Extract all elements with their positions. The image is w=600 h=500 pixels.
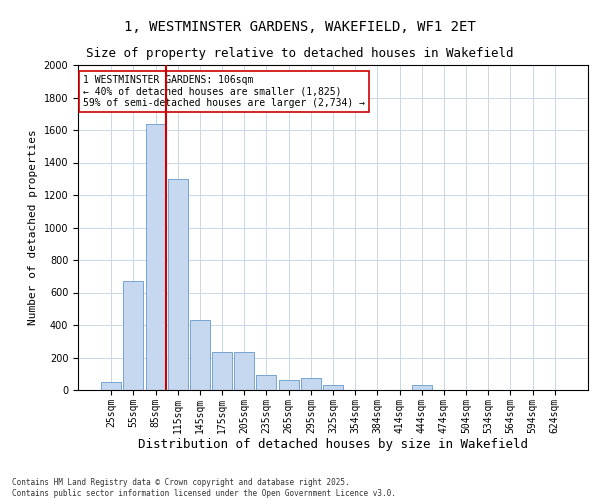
Bar xyxy=(212,352,232,390)
Bar xyxy=(234,352,254,390)
Bar xyxy=(412,385,432,390)
Y-axis label: Number of detached properties: Number of detached properties xyxy=(28,130,38,326)
Bar xyxy=(190,320,210,390)
Text: 1, WESTMINSTER GARDENS, WAKEFIELD, WF1 2ET: 1, WESTMINSTER GARDENS, WAKEFIELD, WF1 2… xyxy=(124,20,476,34)
Bar xyxy=(124,281,143,390)
Bar xyxy=(301,378,321,390)
Bar xyxy=(323,385,343,390)
Bar xyxy=(146,124,166,390)
Text: Size of property relative to detached houses in Wakefield: Size of property relative to detached ho… xyxy=(86,48,514,60)
Bar xyxy=(278,380,299,390)
Bar xyxy=(101,382,121,390)
X-axis label: Distribution of detached houses by size in Wakefield: Distribution of detached houses by size … xyxy=(138,438,528,452)
Bar xyxy=(168,179,188,390)
Bar xyxy=(256,376,277,390)
Text: 1 WESTMINSTER GARDENS: 106sqm
← 40% of detached houses are smaller (1,825)
59% o: 1 WESTMINSTER GARDENS: 106sqm ← 40% of d… xyxy=(83,74,365,108)
Text: Contains HM Land Registry data © Crown copyright and database right 2025.
Contai: Contains HM Land Registry data © Crown c… xyxy=(12,478,396,498)
